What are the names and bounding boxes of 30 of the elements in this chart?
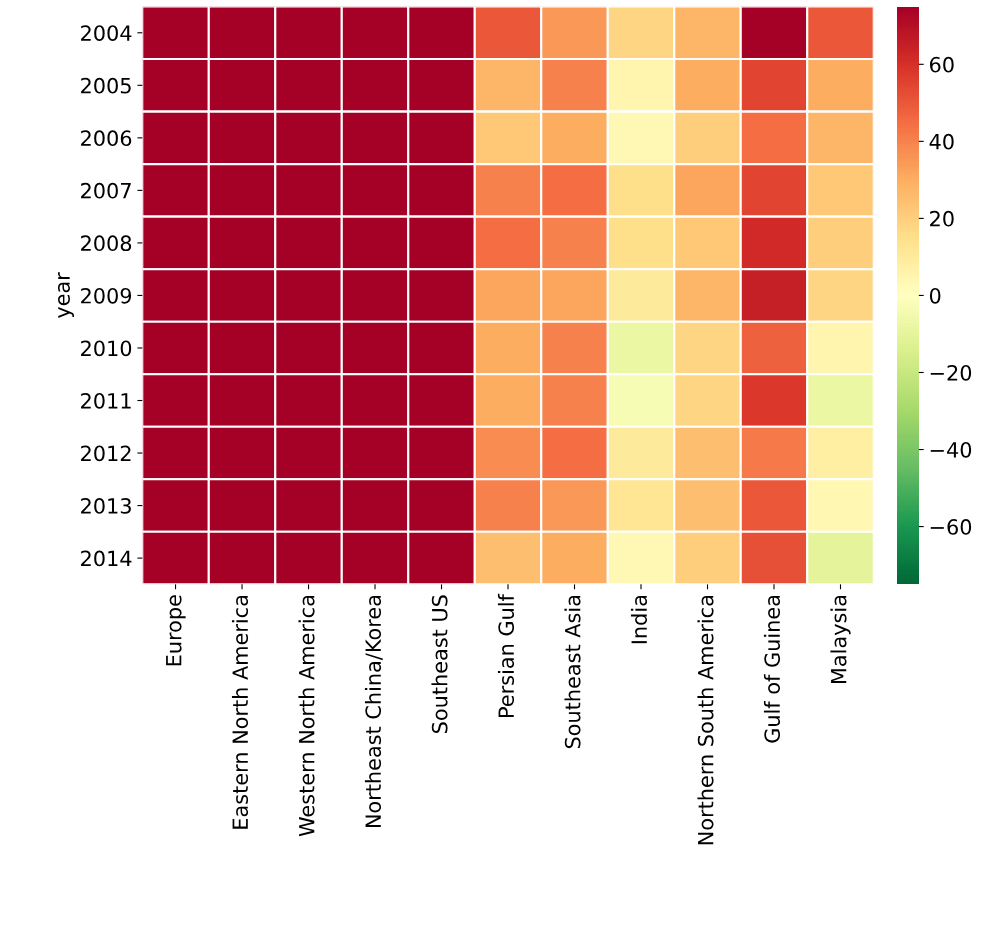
x-tick-label: Europe — [166, 595, 186, 666]
y-tick-label: 2009 — [81, 287, 132, 304]
y-tick-label: 2011 — [81, 392, 131, 409]
y-tick-label: 2012 — [81, 445, 131, 462]
color-bar-label: −20 — [930, 364, 972, 381]
x-tick-label: Southeast US — [431, 595, 448, 733]
y-tick-label: 2005 — [81, 77, 131, 94]
x-tick-label: Western North America — [298, 595, 315, 837]
x-tick-label: India — [630, 595, 648, 644]
y-tick-label: 2014 — [81, 550, 132, 567]
x-tick-label: Eastern North America — [231, 595, 249, 829]
x-tick-label: Persian Gulf — [497, 593, 515, 717]
y-axis-title: year — [57, 272, 74, 319]
y-tick-label: 2008 — [81, 235, 132, 252]
color-bar-label: 60 — [930, 56, 954, 73]
color-bar-label: 20 — [930, 210, 954, 227]
x-tick-label: Northern South America — [697, 595, 714, 845]
y-tick-label: 2013 — [81, 498, 131, 514]
x-tick-label: Southeast Asia — [564, 595, 581, 749]
color-bar-label: −60 — [930, 519, 972, 535]
y-tick-label: 2006 — [81, 130, 132, 147]
x-tick-label: Gulf of Guinea — [763, 595, 781, 743]
x-tick-label: Malaysia — [830, 595, 851, 684]
y-tick-label: 2004 — [81, 25, 132, 41]
y-tick-label: 2010 — [81, 340, 132, 357]
y-tick-label: 2007 — [81, 182, 131, 199]
x-tick-label: Northeast China/Korea — [364, 595, 383, 828]
color-bar-label: 0 — [929, 287, 941, 304]
color-bar-label: −40 — [930, 441, 972, 458]
color-bar-label: 40 — [929, 133, 954, 150]
